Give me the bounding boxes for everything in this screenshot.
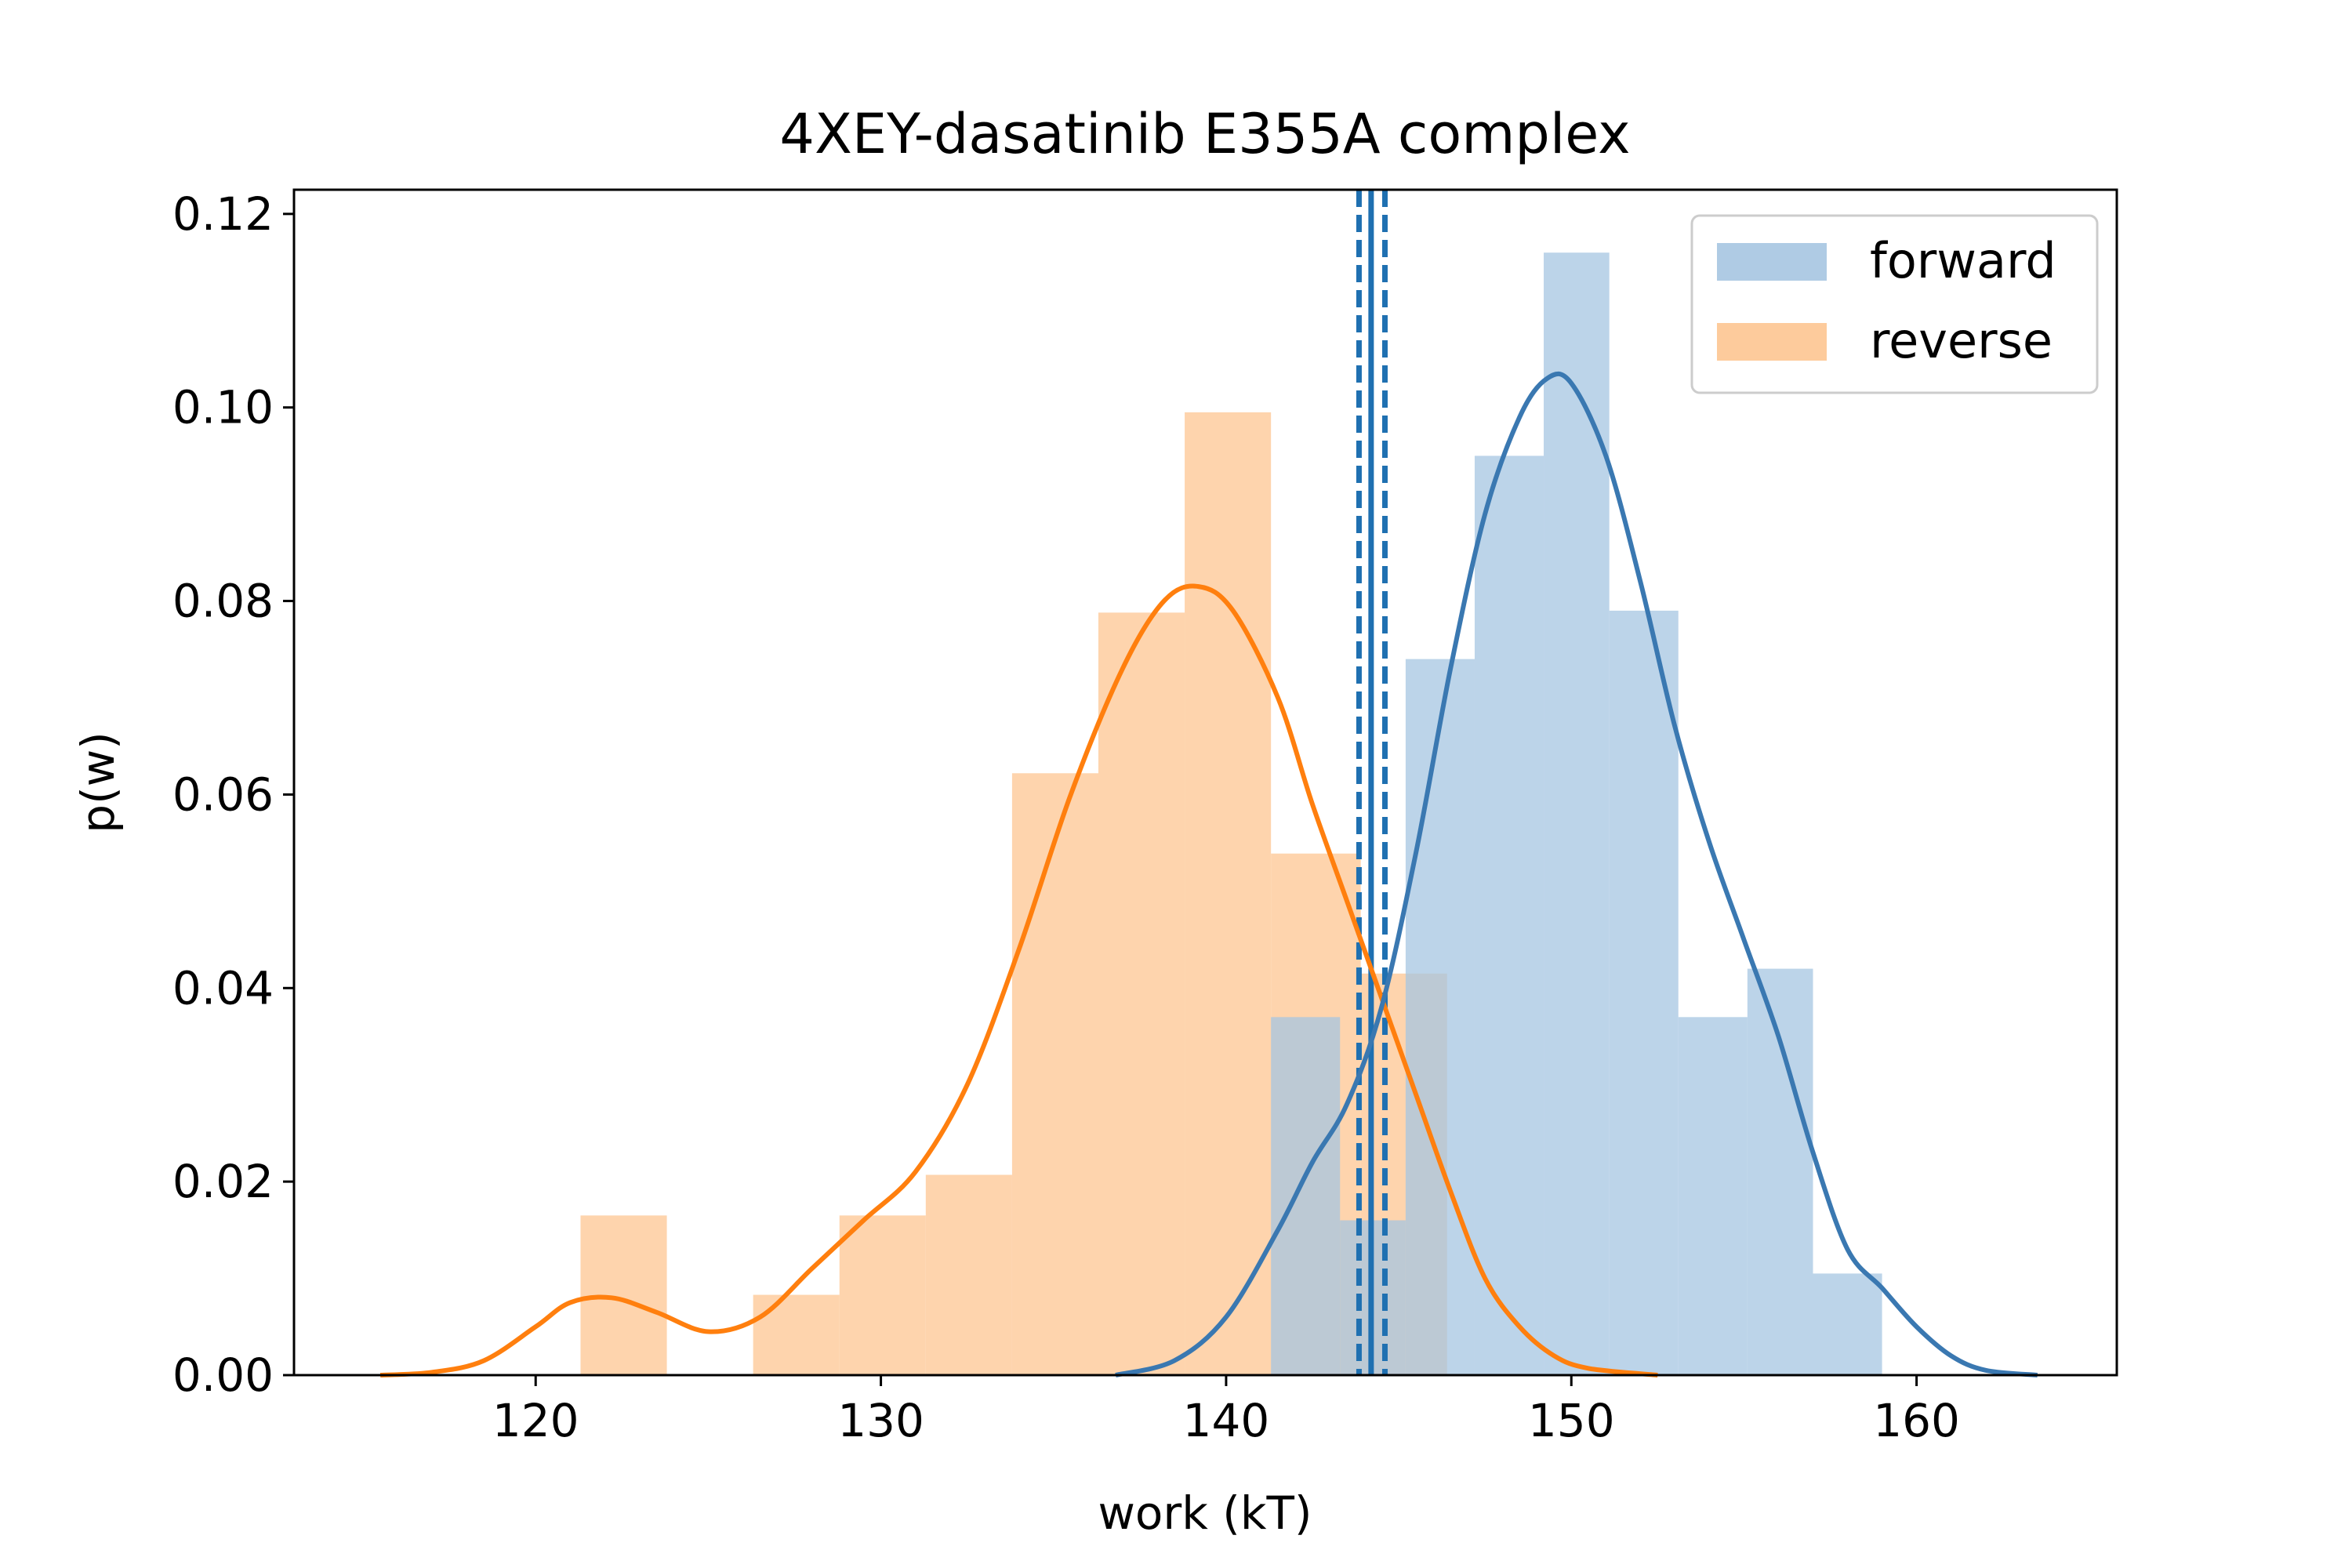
- reverse-histogram-bar: [1098, 612, 1185, 1375]
- reverse-histogram-bar: [925, 1174, 1012, 1375]
- legend: forward reverse: [1690, 214, 2099, 394]
- chart-title: 4XEY-dasatinib E355A complex: [779, 102, 1630, 166]
- reverse-histogram-bar: [753, 1294, 840, 1375]
- legend-forward-swatch: [1717, 243, 1827, 281]
- x-tick-label: 120: [492, 1394, 579, 1447]
- reverse-histogram-bar: [1011, 773, 1098, 1375]
- x-tick-label: 150: [1528, 1394, 1615, 1447]
- y-tick-label: 0.00: [172, 1348, 274, 1402]
- forward-histogram-bar: [1678, 1017, 1748, 1375]
- y-axis-label: p(w): [71, 731, 125, 833]
- forward-histogram-bar: [1474, 456, 1544, 1375]
- forward-histogram-bar: [1405, 659, 1475, 1375]
- plot-frame: [292, 188, 2118, 1377]
- y-tick-label: 0.02: [172, 1155, 274, 1208]
- y-tick-label: 0.06: [172, 768, 274, 821]
- y-tick-label: 0.08: [172, 575, 274, 628]
- forward-histogram-bar: [1747, 968, 1813, 1375]
- y-axis: 0.00 0.02 0.04 0.06 0.08 0.10 0.12: [172, 187, 294, 1402]
- forward-histogram-bar: [1609, 610, 1679, 1375]
- forward-histogram: [1271, 252, 1882, 1376]
- x-tick-label: 160: [1873, 1394, 1960, 1447]
- reverse-histogram-bar: [1185, 412, 1272, 1375]
- forward-histogram-bar: [1813, 1273, 1882, 1375]
- legend-forward-label: forward: [1870, 232, 2056, 289]
- x-tick-label: 140: [1183, 1394, 1270, 1447]
- y-tick-label: 0.10: [172, 381, 274, 434]
- x-axis: 120 130 140 150 160: [492, 1375, 1960, 1447]
- mean-lines: [1356, 190, 1388, 1375]
- legend-reverse-label: reverse: [1870, 312, 2053, 369]
- forward-histogram-bar: [1271, 1017, 1341, 1375]
- x-tick-label: 130: [837, 1394, 924, 1447]
- y-tick-label: 0.12: [172, 187, 274, 241]
- forward-histogram-bar: [1544, 252, 1610, 1376]
- forward-kde-line: [1115, 371, 2038, 1377]
- reverse-histogram-bar: [839, 1215, 926, 1375]
- reverse-kde-line: [379, 583, 1658, 1377]
- legend-reverse-swatch: [1717, 323, 1827, 361]
- y-tick-label: 0.04: [172, 961, 274, 1014]
- x-axis-label: work (kT): [1098, 1486, 1312, 1540]
